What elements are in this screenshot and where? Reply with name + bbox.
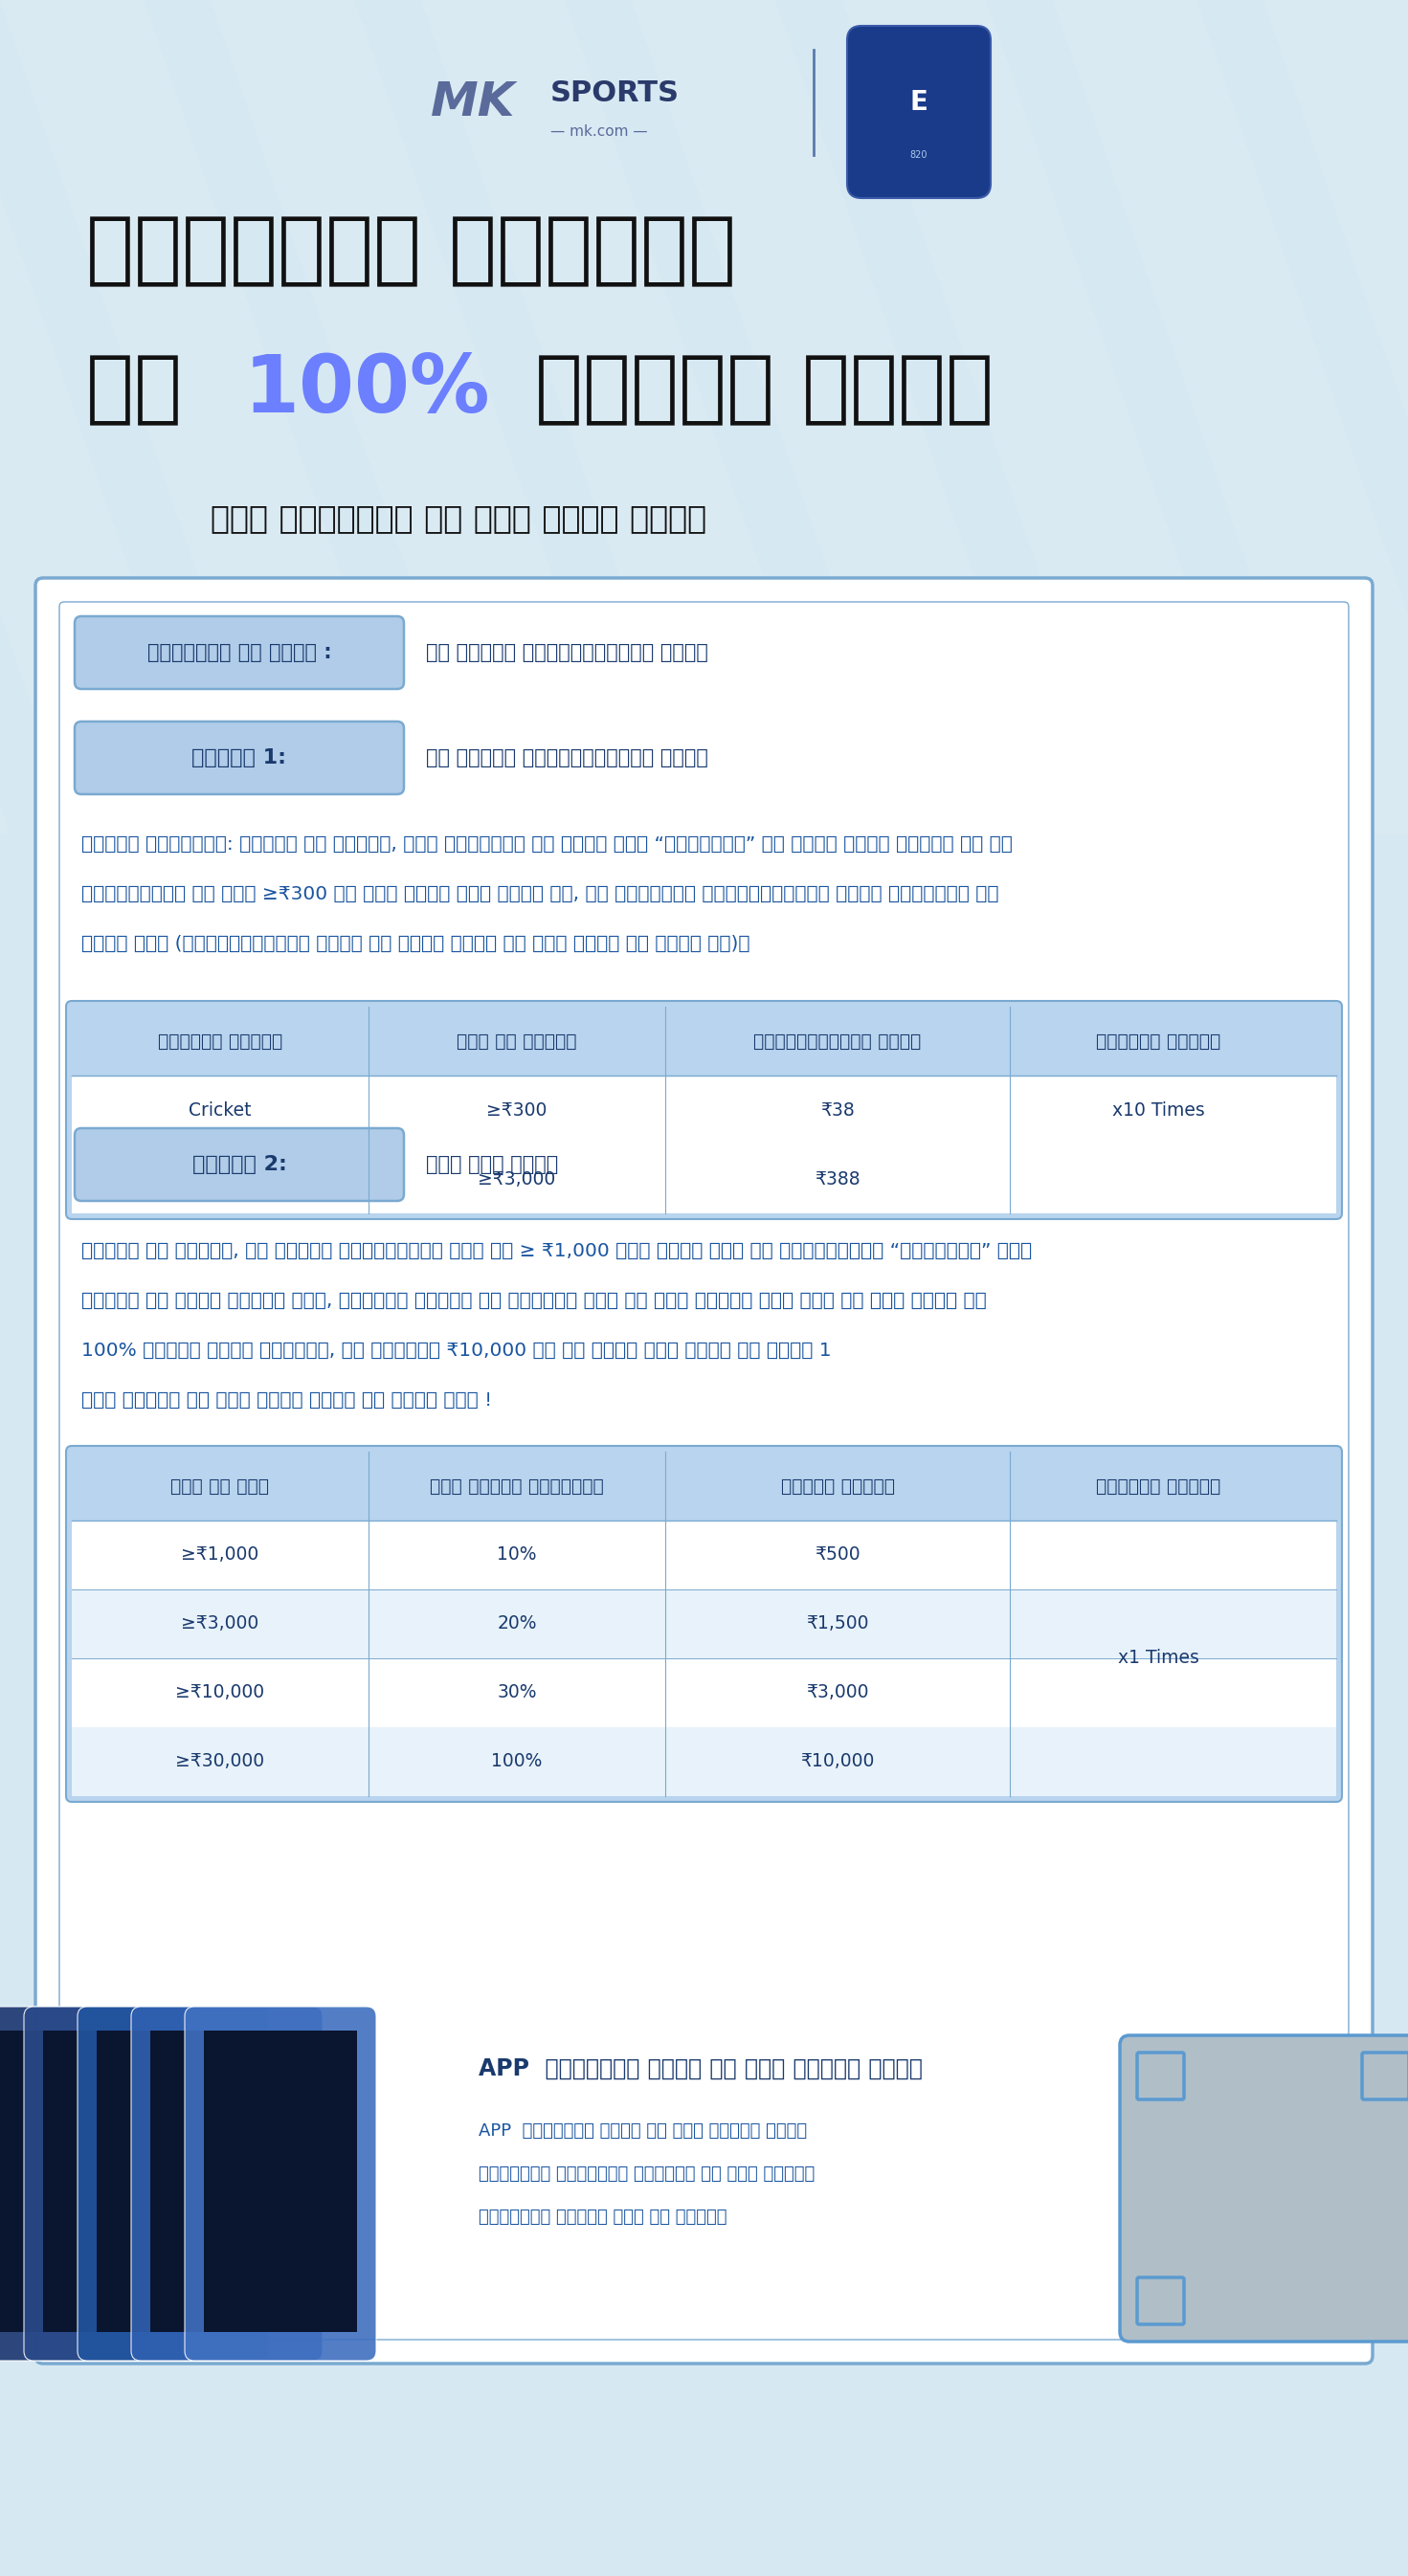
- Text: 100% मूलधन वापस मिलेगा, जो अधिकतम ₹10,000 तक हो सकता है। बोनस को केवल 1: 100% मूलधन वापस मिलेगा, जो अधिकतम ₹10,00…: [82, 1342, 831, 1360]
- Text: 10%: 10%: [497, 1546, 536, 1564]
- Text: जिन्होंने उस दिन ≥₹300 का वैध दांव जमा किया है, वे संबंधित एक्सपीरिएंस बोनस प्रा: जिन्होंने उस दिन ≥₹300 का वैध दांव जमा क…: [82, 884, 998, 902]
- Text: 820: 820: [910, 149, 928, 160]
- FancyBboxPatch shape: [0, 2007, 162, 2360]
- Bar: [72, 1007, 1336, 1077]
- Text: ≥₹3,000: ≥₹3,000: [182, 1615, 259, 1633]
- Bar: [72, 1728, 1336, 1795]
- Text: Cricket: Cricket: [189, 1100, 252, 1118]
- Bar: [204, 2030, 358, 2331]
- Text: APP  डाउनलोड करने के लिए स्कैन करें: APP डाउनलोड करने के लिए स्कैन करें: [479, 2123, 807, 2141]
- Text: E: E: [910, 90, 928, 116]
- Polygon shape: [0, 0, 220, 835]
- Polygon shape: [0, 0, 10, 835]
- Text: ₹1,500: ₹1,500: [807, 1615, 869, 1633]
- Text: बेटिंग इवेंट: बेटिंग इवेंट: [158, 1033, 283, 1051]
- Text: सकते हैं (एक्सपीरिएंस बोनस का दावा केवल एक बार किया जा सकता है)।: सकते हैं (एक्सपीरिएंस बोनस का दावा केवल …: [82, 935, 750, 953]
- Text: 30%: 30%: [497, 1685, 536, 1703]
- Text: ≥₹30,000: ≥₹30,000: [176, 1752, 265, 1770]
- FancyBboxPatch shape: [75, 721, 404, 793]
- Text: दिन के बेट्स: दिन के बेट्स: [456, 1033, 577, 1051]
- FancyBboxPatch shape: [66, 1002, 1342, 1218]
- Text: ≥₹10,000: ≥₹10,000: [176, 1685, 265, 1703]
- Text: ₹500: ₹500: [815, 1546, 860, 1564]
- Text: ₹38: ₹38: [821, 1100, 855, 1118]
- Bar: [44, 2030, 196, 2331]
- Bar: [0, 2030, 142, 2331]
- Text: नए सदस्य एक्सपीरिएंस बोनस: नए सदस्य एक्सपीरिएंस बोनस: [427, 644, 708, 662]
- Text: MK: MK: [431, 80, 515, 126]
- FancyBboxPatch shape: [24, 2007, 215, 2360]
- Text: — mk.com —: — mk.com —: [551, 124, 648, 139]
- Text: दिन का लॉस: दिन का लॉस: [170, 1476, 269, 1494]
- Text: लॉस रिबेट प्रतिशत: लॉस रिबेट प्रतिशत: [429, 1476, 604, 1494]
- Text: ₹10,000: ₹10,000: [801, 1752, 874, 1770]
- Text: ₹3,000: ₹3,000: [807, 1685, 869, 1703]
- Text: आवश्यक टनओवर: आवश्यक टनओवर: [1095, 1033, 1221, 1051]
- Text: पर: पर: [86, 350, 210, 428]
- Text: 20%: 20%: [497, 1615, 536, 1633]
- Bar: [0, 2357, 1408, 2576]
- Text: विशिष्ट गतिविधि नियमों के लिए कृपया: विशिष्ट गतिविधि नियमों के लिए कृपया: [479, 2166, 815, 2182]
- Bar: [72, 1144, 1336, 1213]
- Text: ≥₹300: ≥₹300: [487, 1100, 548, 1118]
- Text: ≥₹3,000: ≥₹3,000: [477, 1170, 556, 1188]
- Text: इवेंट 1:: इवेंट 1:: [191, 747, 287, 768]
- FancyBboxPatch shape: [35, 577, 1373, 2365]
- Text: नये सदस्यों के लिए अधिक बोनस: नये सदस्यों के लिए अधिक बोनस: [211, 502, 707, 533]
- Text: इवेंट के दौरान, जो सदस्य निर्दिष्ट समय पर ≥ ₹1,000 जमा करते हैं और निर्दिष्ट “क्: इवेंट के दौरान, जो सदस्य निर्दिष्ट समय प…: [82, 1242, 1032, 1260]
- Text: मैच लॉस बोनस: मैच लॉस बोनस: [427, 1154, 558, 1175]
- Text: आवश्यक टनओवर: आवश्यक टनओवर: [1095, 1476, 1221, 1494]
- Text: 100%: 100%: [491, 1752, 542, 1770]
- Polygon shape: [0, 0, 431, 835]
- Text: ₹388: ₹388: [815, 1170, 860, 1188]
- Text: नए सदस्य एक्सपीरिएंस बोनस: नए सदस्य एक्सपीरिएंस बोनस: [427, 747, 708, 768]
- Polygon shape: [1053, 0, 1408, 835]
- Text: इवेंट 2:: इवेंट 2:: [191, 1154, 287, 1175]
- FancyBboxPatch shape: [66, 1445, 1342, 1801]
- Text: ≥₹1,000: ≥₹1,000: [182, 1546, 259, 1564]
- Polygon shape: [1263, 0, 1408, 835]
- FancyBboxPatch shape: [75, 1128, 404, 1200]
- Text: APP  डाउनलोड करने के लिए स्कैन करें: APP डाउनलोड करने के लिए स्कैन करें: [479, 2058, 922, 2081]
- Text: x1 Times: x1 Times: [1118, 1649, 1198, 1667]
- Polygon shape: [632, 0, 1063, 835]
- Text: इवेंट सामग्री: इवेंट के दौरान, जिन सदस्यों ने पहले कभी “क्रिकेट” पर दांव नहीं लग: इवेंट सामग्री: इवेंट के दौरान, जिन सदस्य…: [82, 835, 1012, 853]
- Text: एक्सपीरिएंस बोनस: एक्सपीरिएंस बोनस: [753, 1033, 921, 1051]
- Text: क्रिकेट बेटिंग: क्रिकेट बेटिंग: [86, 211, 736, 289]
- Text: रेबते पाएं: रेबते पाएं: [507, 350, 994, 428]
- Polygon shape: [211, 0, 641, 835]
- FancyBboxPatch shape: [75, 616, 404, 688]
- Text: गतिविधि विवरण पेज पर जाएं।: गतिविधि विवरण पेज पर जाएं।: [479, 2208, 727, 2226]
- Text: इवेंट पर दांव लगाते हैं, उन्हें इवेंट के परिणाम आने के बाद इवेंट में खोई गई कुल : इवेंट पर दांव लगाते हैं, उन्हें इवेंट के…: [82, 1291, 987, 1309]
- Text: x10 Times: x10 Times: [1112, 1100, 1204, 1118]
- FancyBboxPatch shape: [184, 2007, 376, 2360]
- Text: प्रमोशन की अवधि :: प्रमोशन की अवधि :: [146, 644, 331, 662]
- Bar: [97, 2030, 249, 2331]
- Bar: [72, 1589, 1336, 1659]
- Polygon shape: [421, 0, 852, 835]
- FancyBboxPatch shape: [131, 2007, 322, 2360]
- Bar: [72, 1659, 1336, 1728]
- Bar: [72, 1077, 1336, 1144]
- Text: SPORTS: SPORTS: [551, 80, 680, 106]
- Polygon shape: [842, 0, 1273, 835]
- FancyBboxPatch shape: [77, 2007, 269, 2360]
- Text: रिबेट लिमिट: रिबेट लिमिट: [780, 1476, 894, 1494]
- Bar: [151, 2030, 303, 2331]
- Bar: [72, 1520, 1336, 1589]
- Text: बार टनओवर के साथ वापस लिया जा सकता है। !: बार टनओवर के साथ वापस लिया जा सकता है। !: [82, 1391, 493, 1409]
- FancyBboxPatch shape: [1119, 2035, 1408, 2342]
- FancyBboxPatch shape: [848, 26, 991, 198]
- Text: 100%: 100%: [244, 350, 490, 428]
